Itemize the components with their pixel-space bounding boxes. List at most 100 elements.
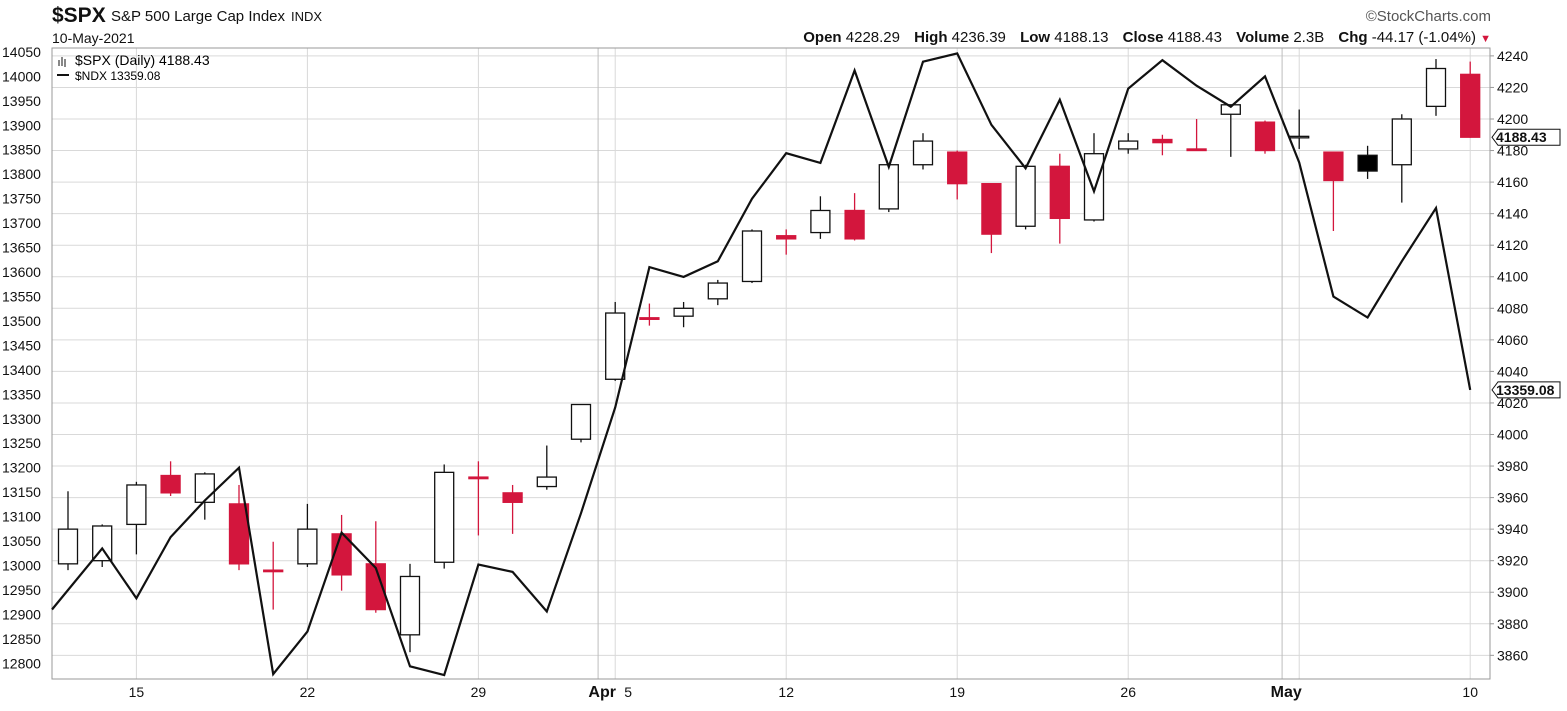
x-axis-ticks: 15 22 29 Apr 5 12 19 26 May 10 [129, 684, 1479, 701]
candle [673, 301, 694, 328]
candle [228, 484, 250, 571]
candle-body [878, 164, 899, 210]
change-value: -44.17 (-1.04%) [1371, 29, 1476, 46]
legend-spx: $SPX (Daily) 4188.43 [75, 52, 210, 68]
right-tick-label: 4000 [1497, 426, 1528, 442]
candle-body [126, 484, 147, 526]
candle-body [468, 476, 489, 480]
x-tick-label: 26 [1120, 684, 1136, 700]
right-tick-label: 4120 [1497, 237, 1528, 253]
candle-body [1289, 135, 1310, 139]
index-full-name: S&P 500 Large Cap Index [111, 8, 286, 25]
candle [160, 461, 181, 497]
left-tick-label: 12900 [2, 606, 41, 622]
candle [536, 445, 557, 490]
candle [1152, 134, 1173, 156]
exchange-label: INDX [291, 9, 323, 24]
candle [776, 229, 797, 255]
right-tick-label: 3860 [1497, 647, 1528, 663]
candle-body [1118, 140, 1139, 150]
candle [126, 481, 147, 555]
right-tick-label: 3920 [1497, 553, 1528, 569]
right-tick-label: 3960 [1497, 490, 1528, 506]
x-tick-label: 22 [300, 684, 316, 700]
candle [468, 461, 489, 536]
right-tick-label: 4140 [1497, 206, 1528, 222]
candle-body [502, 492, 523, 503]
candle [434, 464, 455, 569]
spx-last-value: 4188.43 [1491, 128, 1561, 146]
open-value: 4228.29 [845, 29, 900, 46]
candle-body [1152, 138, 1173, 144]
candle [1254, 120, 1276, 154]
candle [639, 303, 660, 326]
left-tick-label: 13950 [2, 93, 41, 109]
candle-body [1220, 104, 1241, 115]
left-tick-label: 13250 [2, 435, 41, 451]
candle [707, 279, 728, 306]
x-tick-label: 12 [778, 684, 794, 700]
plot-frame [51, 47, 1491, 680]
candlesticks [57, 59, 1481, 653]
candle-body [365, 563, 386, 611]
legend-spx-marker [58, 57, 66, 67]
right-tick-label: 3880 [1497, 616, 1528, 632]
candle [1118, 133, 1139, 154]
left-tick-label: 13400 [2, 362, 41, 378]
left-tick-label: 13700 [2, 215, 41, 231]
left-tick-label: 13600 [2, 264, 41, 280]
x-tick-label: 10 [1462, 684, 1478, 700]
last-value-tag [1491, 128, 1561, 146]
candle [810, 196, 831, 239]
left-tick-label: 13300 [2, 411, 41, 427]
x-tick-label: 15 [129, 684, 145, 700]
high-label: High [914, 29, 948, 46]
candle [1391, 114, 1412, 203]
candle-body [57, 528, 79, 565]
left-tick-label: 13350 [2, 386, 41, 402]
candle-body [536, 476, 557, 488]
left-tick-label: 13900 [2, 117, 41, 133]
ndx-last-value: 13359.08 [1491, 381, 1561, 399]
candle-body [947, 151, 968, 185]
low-value: 4188.13 [1054, 29, 1109, 46]
candle [605, 301, 626, 381]
candle-body [1049, 165, 1070, 220]
candle [194, 472, 215, 520]
last-value-tag [1491, 381, 1561, 399]
candle [947, 150, 968, 200]
candle-body [160, 474, 181, 494]
right-tick-label: 3900 [1497, 584, 1528, 600]
open-label: Open [803, 29, 842, 46]
candle [844, 193, 865, 241]
left-tick-label: 13150 [2, 484, 41, 500]
left-tick-label: 13200 [2, 460, 41, 476]
candle [297, 503, 318, 567]
candle-body [707, 282, 728, 300]
candle [570, 403, 592, 443]
right-tick-label: 4060 [1497, 332, 1528, 348]
candle-body [844, 209, 865, 240]
candle [1220, 104, 1241, 157]
candle [981, 183, 1002, 254]
right-tick-label: 4020 [1497, 395, 1528, 411]
candle [502, 484, 523, 534]
left-tick-label: 13850 [2, 142, 41, 158]
candle [912, 133, 934, 170]
candle-body [1425, 67, 1447, 108]
candle [741, 229, 763, 284]
right-tick-label: 4200 [1497, 111, 1528, 127]
legend: $SPX (Daily) 4188.43 $NDX 13359.08 [57, 52, 210, 83]
candle [1425, 59, 1447, 116]
volume-value: 2.3B [1293, 29, 1325, 46]
right-tick-label: 4080 [1497, 300, 1528, 316]
index-name: S&P 500 Large Cap Index INDX [111, 8, 322, 25]
right-axis-ticks: 3860 3880 3900 3920 3940 3960 3980 4000 4020 4040… [1490, 48, 1528, 663]
candle [399, 563, 421, 653]
candle-body [434, 471, 455, 563]
chart-date: 10-May-2021 [52, 30, 135, 46]
x-month-label: Apr [588, 684, 616, 701]
low-label: Low [1020, 29, 1051, 46]
last-value-labels: 4188.43 13359.08 [1491, 128, 1561, 399]
left-tick-label: 13750 [2, 191, 41, 207]
